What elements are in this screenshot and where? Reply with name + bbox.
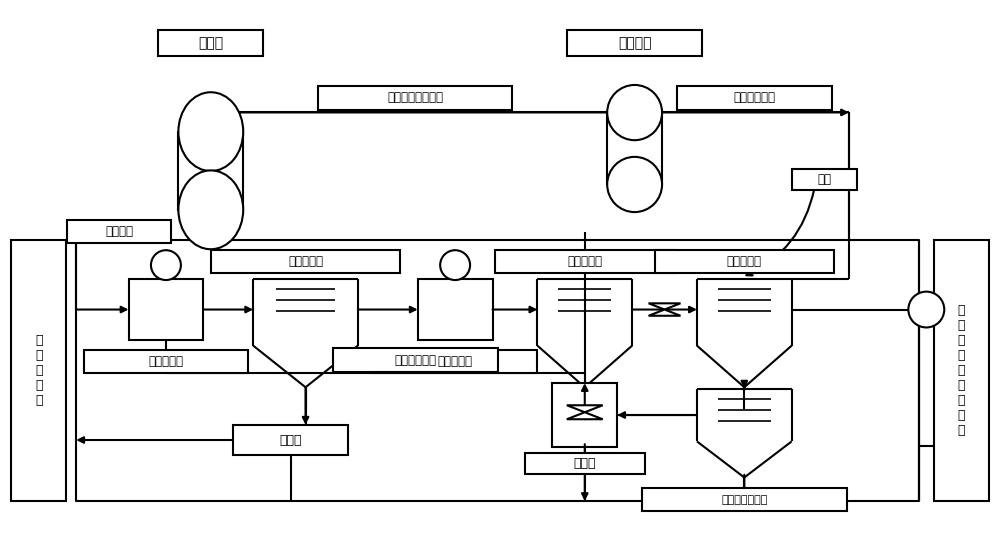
Text: 脱硫塔: 脱硫塔 [198, 36, 223, 50]
Bar [567, 30, 702, 56]
Text: 二级沉淀器: 二级沉淀器 [567, 255, 602, 268]
Ellipse shape [607, 85, 662, 140]
Text: 鼓气: 鼓气 [817, 172, 831, 186]
Bar [333, 348, 498, 372]
Polygon shape [567, 405, 603, 412]
Bar [67, 220, 171, 243]
Bar [11, 240, 66, 501]
Text: 重
金
属
处
理
旁
路
系
统: 重 金 属 处 理 旁 路 系 统 [957, 304, 965, 437]
Bar [418, 279, 493, 340]
Ellipse shape [607, 157, 662, 212]
Polygon shape [649, 304, 680, 310]
Bar [178, 132, 243, 210]
Text: 三级沉淀器: 三级沉淀器 [727, 255, 762, 268]
Polygon shape [649, 310, 680, 316]
Text: 工艺水箱: 工艺水箱 [618, 36, 651, 50]
Ellipse shape [178, 170, 243, 249]
Text: 一级反应器: 一级反应器 [148, 355, 183, 368]
Bar [525, 453, 645, 474]
Text: 干燥器: 干燥器 [574, 457, 596, 470]
Bar [655, 249, 834, 273]
Bar [607, 113, 662, 185]
Bar [158, 30, 263, 56]
Ellipse shape [440, 250, 470, 280]
Bar [373, 349, 537, 373]
Bar [233, 425, 348, 455]
Bar [318, 86, 512, 110]
Bar [934, 240, 989, 501]
Text: 硫化絮凝沉淀器: 硫化絮凝沉淀器 [721, 495, 768, 504]
Bar [792, 169, 857, 190]
Bar [129, 279, 203, 340]
Text: 一级沉淀器: 一级沉淀器 [288, 255, 323, 268]
Ellipse shape [178, 92, 243, 171]
Text: 高氯废水: 高氯废水 [105, 225, 133, 238]
Text: 出水循环回用: 出水循环回用 [733, 92, 775, 104]
Ellipse shape [151, 250, 181, 280]
Bar [211, 249, 400, 273]
Text: 废
水
再
处
理: 废 水 再 处 理 [35, 334, 43, 407]
Bar [84, 349, 248, 373]
Text: 沉淀完全回用: 沉淀完全回用 [394, 354, 436, 367]
Bar [495, 249, 675, 273]
Text: 压滤机: 压滤机 [279, 434, 302, 446]
Polygon shape [567, 412, 603, 419]
Ellipse shape [908, 292, 944, 328]
Bar [642, 488, 847, 511]
Text: 工艺水制石灰浆液: 工艺水制石灰浆液 [387, 92, 443, 104]
Text: 二级反应器: 二级反应器 [438, 355, 473, 368]
Bar [552, 383, 617, 447]
Bar [677, 86, 832, 110]
